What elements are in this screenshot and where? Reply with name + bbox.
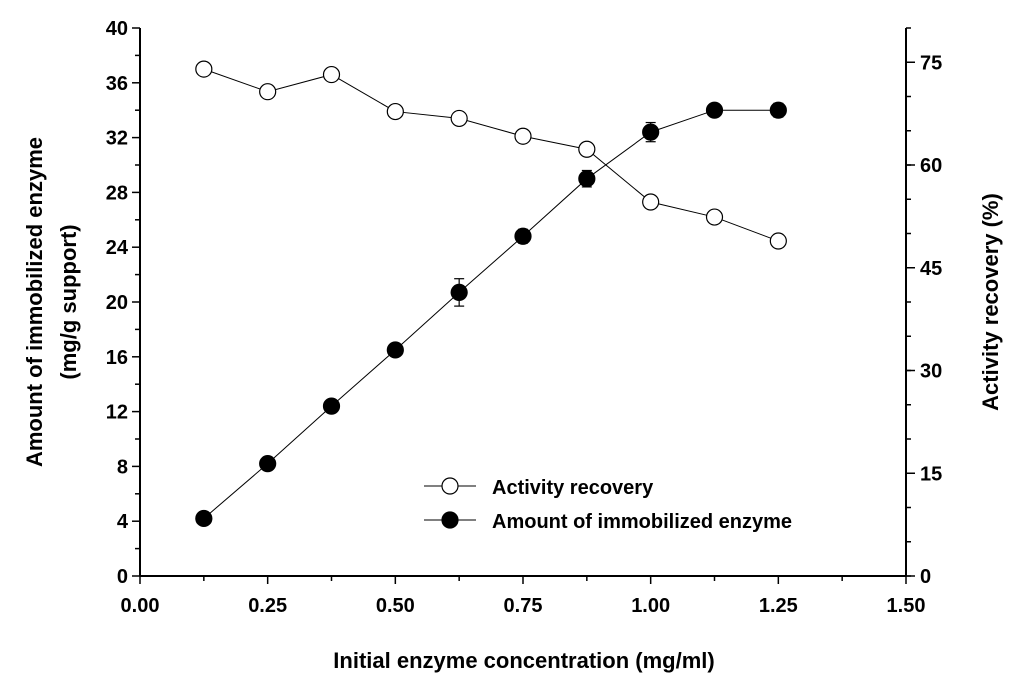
data-point-amount — [514, 227, 532, 245]
data-point-amount — [322, 397, 341, 415]
data-point-amount — [259, 455, 277, 473]
data-point-amount — [769, 101, 787, 119]
y-left-tick-label: 32 — [106, 128, 128, 150]
x-tick-label: 1.50 — [887, 595, 926, 617]
y-left-tick-label: 8 — [117, 456, 128, 478]
x-tick-label: 1.25 — [759, 595, 798, 617]
y-left-tick-label: 20 — [106, 292, 128, 314]
y-left-tick-label: 4 — [117, 511, 129, 533]
error-bars — [198, 102, 784, 524]
x-tick-label: 0.25 — [248, 595, 287, 617]
y-axis-left-title-line1: Amount of immobilized enzyme — [22, 137, 47, 467]
data-point-activity — [578, 140, 596, 158]
data-point-activity — [195, 60, 213, 78]
x-tick-label: 0.00 — [121, 595, 160, 617]
series-lines — [203, 68, 779, 519]
data-point-amount — [642, 123, 660, 141]
data-point-activity — [322, 65, 341, 84]
y-right-tick-label: 15 — [920, 463, 942, 485]
series-markers — [195, 60, 787, 528]
data-point-activity — [769, 232, 787, 250]
data-point-activity — [450, 109, 468, 128]
data-point-activity — [705, 208, 724, 226]
data-point-activity — [386, 102, 404, 121]
y-right-tick-label: 30 — [920, 361, 942, 383]
y-axis-right-title: Activity recovery (%) — [978, 193, 1003, 411]
data-point-amount — [705, 101, 724, 119]
data-point-activity — [259, 83, 277, 101]
legend-marker-activity — [441, 477, 459, 495]
axis-ticks: 0.00 0.25 0.50 0.75 1.00 1.25 1.50 0 4 8 12 16 20 24 2… — [106, 18, 943, 617]
y-left-tick-label: 16 — [106, 347, 128, 369]
x-tick-label: 0.50 — [376, 595, 415, 617]
data-point-amount — [450, 283, 468, 302]
y-left-tick-label: 24 — [106, 237, 129, 259]
legend: Activity recovery Amount of immobilized … — [424, 477, 792, 533]
y-left-tick-label: 12 — [106, 402, 128, 424]
data-point-activity — [642, 193, 660, 211]
legend-label-amount: Amount of immobilized enzyme — [492, 511, 792, 533]
y-axis-left-title-line2: (mg/g support) — [56, 224, 81, 379]
series-line-1 — [203, 109, 779, 519]
x-tick-label: 0.75 — [504, 595, 543, 617]
y-right-tick-label: 75 — [920, 52, 942, 74]
y-left-tick-label: 40 — [106, 18, 128, 40]
data-point-activity — [514, 127, 532, 145]
y-left-tick-label: 36 — [106, 73, 128, 95]
y-right-tick-label: 0 — [920, 566, 931, 588]
y-right-tick-label: 60 — [920, 155, 942, 177]
data-point-amount — [386, 341, 404, 359]
legend-label-activity: Activity recovery — [492, 477, 654, 499]
y-right-tick-label: 45 — [920, 258, 942, 280]
legend-marker-amount — [441, 511, 459, 529]
x-axis-title: Initial enzyme concentration (mg/ml) — [333, 648, 714, 673]
data-point-amount — [578, 170, 596, 188]
data-point-amount — [195, 509, 213, 528]
y-left-tick-label: 0 — [117, 566, 128, 588]
x-tick-label: 1.00 — [631, 595, 670, 617]
series-line-0 — [203, 68, 779, 242]
y-left-tick-label: 28 — [106, 182, 128, 204]
